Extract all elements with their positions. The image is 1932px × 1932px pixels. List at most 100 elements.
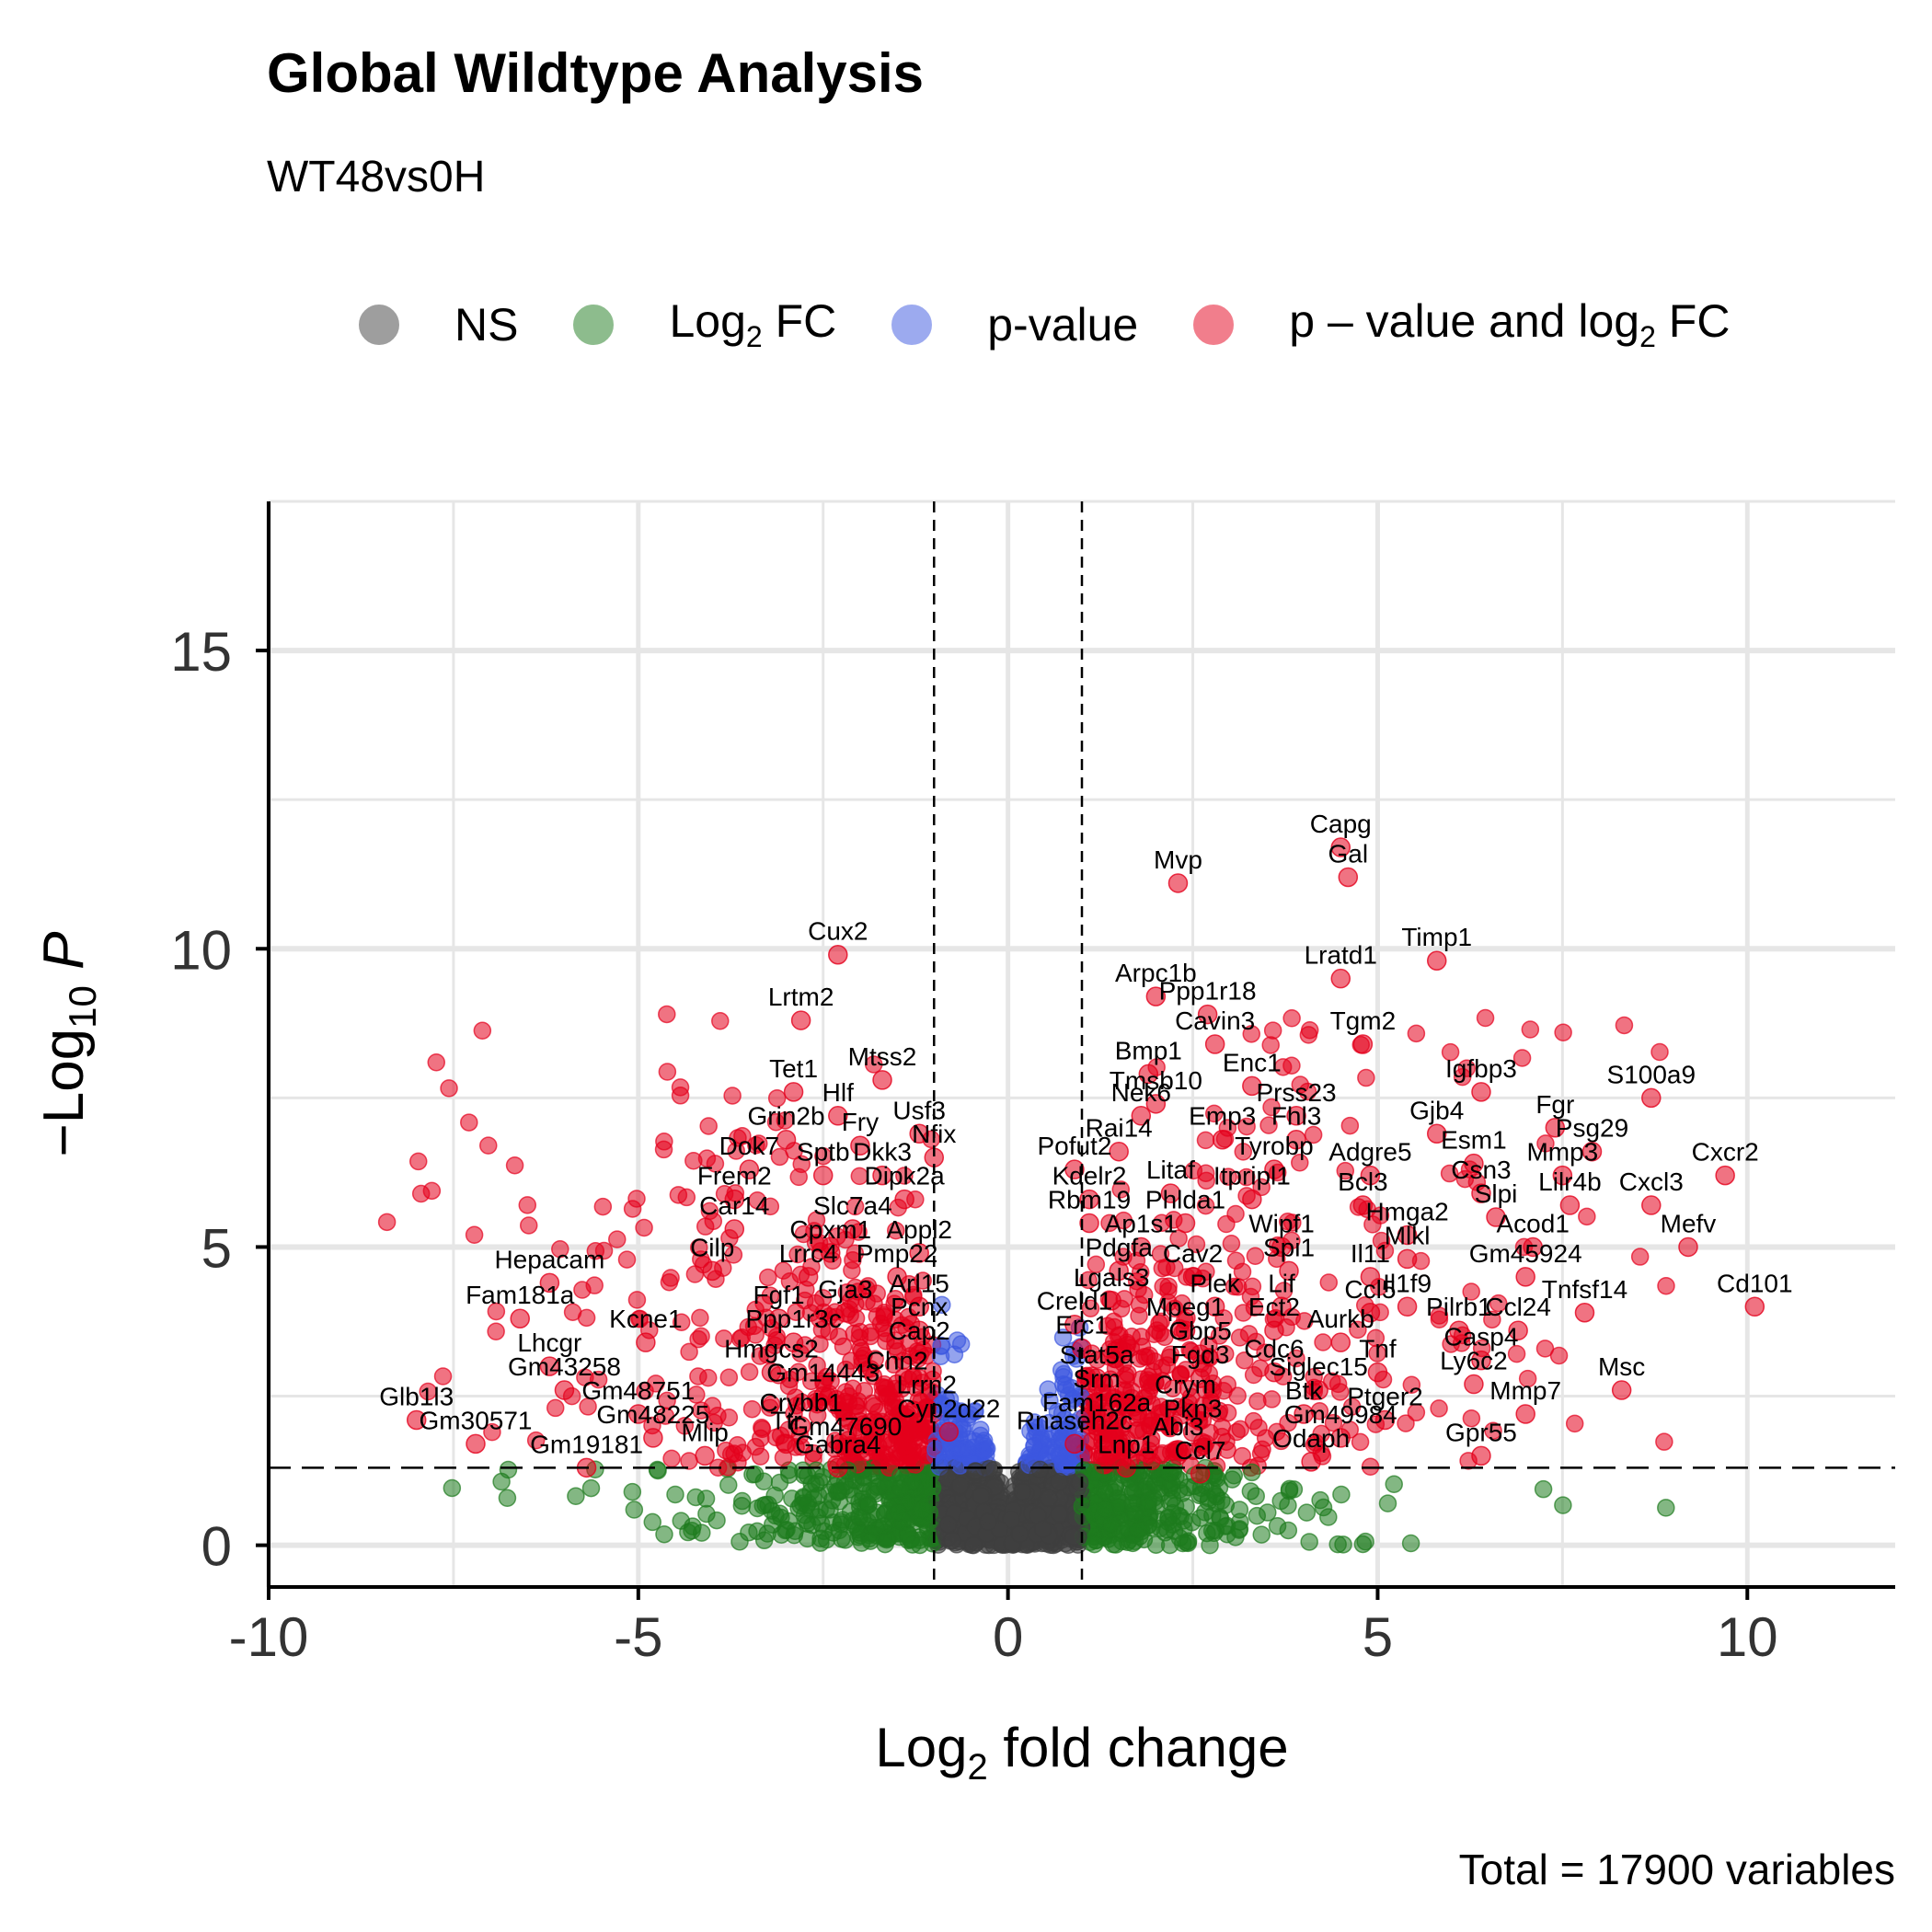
data-point	[849, 1507, 868, 1526]
data-point	[1130, 1306, 1148, 1326]
data-point	[889, 1503, 908, 1522]
gene-label: Gm14443	[766, 1359, 880, 1387]
data-point	[868, 1478, 887, 1497]
gene-point	[828, 944, 848, 965]
data-point	[1284, 1480, 1304, 1499]
data-point	[1163, 1489, 1182, 1508]
data-point	[479, 1136, 498, 1155]
data-point	[1085, 1535, 1104, 1554]
data-point	[1455, 1169, 1475, 1189]
data-point	[1105, 1317, 1124, 1337]
data-point	[1147, 1321, 1167, 1340]
data-point	[1328, 1535, 1347, 1554]
data-point	[1198, 1524, 1216, 1543]
data-point	[817, 1500, 835, 1519]
data-point	[1010, 1524, 1029, 1544]
gene-label: Gal	[1328, 839, 1369, 868]
data-point	[1190, 1438, 1210, 1457]
data-point	[1087, 1255, 1106, 1274]
data-point	[943, 1531, 961, 1550]
data-point	[732, 1497, 752, 1515]
data-point	[1534, 1479, 1553, 1499]
data-point	[973, 1433, 993, 1453]
gene-point	[702, 1260, 722, 1282]
data-point	[473, 1021, 492, 1040]
gene-label: Lratd1	[1305, 941, 1377, 970]
gene-label: Gm45924	[1469, 1239, 1582, 1268]
data-point	[1213, 1491, 1231, 1510]
data-point	[433, 1367, 453, 1386]
gene-label: Gpr55	[1445, 1418, 1517, 1446]
gene-label: Lrrc4	[779, 1239, 838, 1268]
data-point	[1248, 1392, 1267, 1410]
gene-point	[466, 1433, 486, 1455]
data-point	[723, 1087, 742, 1105]
data-point	[850, 1167, 869, 1186]
gene-point	[1641, 1087, 1662, 1109]
gene-label: Cd101	[1717, 1269, 1793, 1297]
gene-label: Cav2	[1163, 1239, 1223, 1268]
gene-label: Ect2	[1248, 1293, 1300, 1321]
data-point	[1111, 1180, 1131, 1199]
gene-label: Bcl3	[1338, 1167, 1387, 1196]
data-point	[1549, 1346, 1569, 1365]
data-point	[1219, 1167, 1237, 1186]
gene-label: Fgd3	[1171, 1340, 1230, 1369]
gene-label: Aurkb	[1307, 1305, 1374, 1333]
x-tick-label: 10	[1717, 1606, 1778, 1668]
legend: NS Log2 FC p-value p – value and log2 FC	[359, 294, 1785, 354]
data-point	[1235, 1351, 1254, 1370]
gene-point	[554, 1380, 575, 1400]
data-point	[1291, 1154, 1309, 1172]
data-point	[483, 1422, 501, 1442]
data-point	[1535, 1340, 1555, 1358]
y-tick-label: 15	[170, 621, 232, 683]
gene-label: Kcne1	[609, 1305, 682, 1333]
gene-label: Hepacam	[494, 1245, 604, 1273]
x-tick-label: 0	[993, 1606, 1023, 1668]
gene-label: Cilp	[690, 1233, 734, 1261]
gene-point	[1212, 1129, 1233, 1150]
gene-label: Emp3	[1189, 1102, 1256, 1131]
data-point	[914, 1271, 932, 1290]
data-point	[546, 1398, 565, 1418]
gene-label: Gja3	[818, 1275, 872, 1304]
data-point	[498, 1489, 517, 1507]
gene-label: Mtss2	[848, 1042, 917, 1071]
gene-point	[1426, 950, 1447, 971]
data-point	[1165, 1299, 1184, 1318]
gene-point	[790, 1010, 811, 1030]
data-point	[692, 1327, 710, 1346]
data-point	[1081, 1299, 1100, 1318]
data-point	[675, 1417, 695, 1435]
data-point	[874, 1516, 893, 1535]
data-point	[1507, 1344, 1526, 1363]
data-point	[465, 1225, 484, 1244]
gene-point	[1678, 1236, 1698, 1258]
legend-item-both: p – value and log2 FC	[1193, 294, 1730, 354]
data-point	[655, 1524, 673, 1544]
data-point	[1196, 1164, 1215, 1182]
gene-point	[1175, 1213, 1196, 1234]
data-point	[1051, 1504, 1069, 1524]
data-point	[950, 1477, 970, 1495]
data-point	[740, 1363, 759, 1382]
data-point	[1314, 1333, 1332, 1351]
gene-point	[1397, 1248, 1418, 1270]
data-point	[891, 1479, 910, 1498]
data-point	[1578, 1207, 1596, 1226]
gene-point	[1242, 1189, 1262, 1210]
data-point	[1040, 1489, 1058, 1508]
data-point	[1554, 1023, 1572, 1042]
data-point	[886, 1221, 905, 1240]
gene-point	[510, 1308, 530, 1328]
legend-swatch	[891, 304, 933, 345]
data-point	[669, 1186, 688, 1204]
y-tick-label: 5	[201, 1217, 232, 1279]
data-point	[567, 1487, 585, 1505]
gene-label: Cxcr2	[1692, 1138, 1759, 1167]
gene-label: Pilrb1	[1426, 1293, 1492, 1321]
gene-label: Fry	[842, 1108, 879, 1136]
data-point	[1242, 1025, 1261, 1043]
data-point	[1129, 1520, 1148, 1539]
